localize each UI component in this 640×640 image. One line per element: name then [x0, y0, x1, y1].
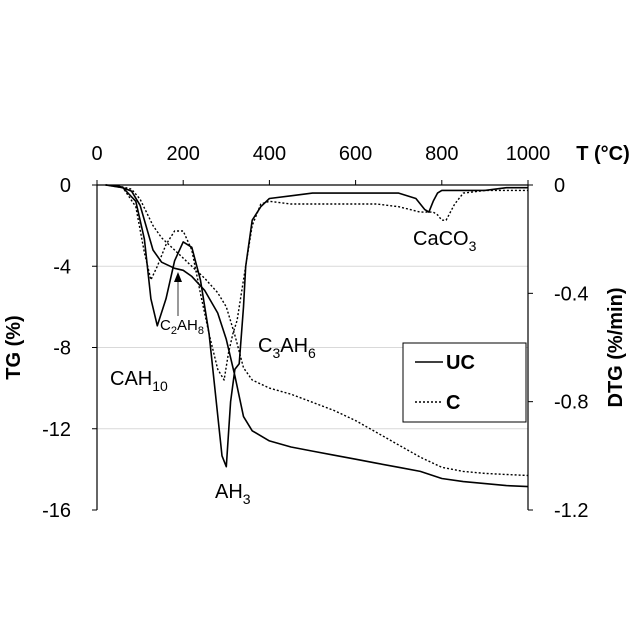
y-right-tick-label-0: 0 — [554, 175, 565, 197]
series-uc-tg-line — [105, 184, 529, 488]
annotation-4-base: CaCO — [413, 228, 469, 250]
x-tick-label-1: 200 — [167, 143, 200, 165]
y-right-tick-label-2: -0.8 — [554, 392, 588, 414]
series-uc-dtg-line — [105, 184, 528, 468]
y-left-axis-title: TG (%) — [3, 315, 25, 379]
annotation-2-base: AH — [215, 481, 243, 503]
x-tick-label-4: 800 — [425, 143, 458, 165]
c2ah8-arrow-head — [174, 272, 182, 282]
annotation-2: AH3 — [215, 481, 251, 507]
annotation-1-base: C — [160, 317, 171, 334]
x-axis-title: T (°C) — [576, 143, 630, 165]
annotation-3-sub: 3 — [272, 345, 280, 361]
annotation-3-base: C — [258, 335, 272, 357]
y-left-tick-label-2: -8 — [53, 338, 71, 360]
y-left-tick-label-0: 0 — [60, 175, 71, 197]
x-tick-label-2: 400 — [253, 143, 286, 165]
y-left-tick-label-3: -12 — [42, 419, 71, 441]
series-c-dtg-line — [105, 184, 528, 381]
legend: UC C — [402, 342, 527, 423]
annotation-0: CAH10 — [110, 368, 168, 394]
x-tick-label-5: 1000 — [506, 143, 551, 165]
annotation-1-sub: 8 — [198, 325, 204, 337]
annotation-4-sub: 3 — [469, 238, 477, 254]
y-right-axis-title: DTG (%/min) — [605, 288, 627, 408]
annotation-1: C2AH8 — [160, 317, 204, 337]
legend-label-c: C — [446, 392, 460, 414]
annotation-4: CaCO3 — [413, 228, 477, 254]
annotation-0-sub: 10 — [152, 378, 168, 394]
annotation-3-sub: 6 — [308, 345, 316, 361]
axis-layer: 0 200 400 600 800 1000 T (°C) 0 -4 -8 -12 -16 TG (%)… — [3, 143, 630, 522]
x-tick-label-3: 600 — [339, 143, 372, 165]
annotation-2-sub: 3 — [243, 491, 251, 507]
y-right-tick-label-1: -0.4 — [554, 283, 588, 305]
legend-label-uc: UC — [446, 352, 475, 374]
series-layer — [105, 184, 529, 488]
legend-box — [402, 342, 527, 423]
y-left-tick-label-4: -16 — [42, 500, 71, 522]
y-right-tick-label-3: -1.2 — [554, 500, 588, 522]
x-tick-label-0: 0 — [91, 143, 102, 165]
series-c-tg-line — [105, 184, 529, 477]
annotation-3: C3AH6 — [258, 335, 316, 361]
annotation-1-sub: 2 — [171, 325, 177, 337]
annotation-3-base: AH — [280, 335, 308, 357]
annotation-1-base: AH — [177, 317, 198, 334]
y-left-tick-label-1: -4 — [53, 256, 71, 278]
annotation-0-base: CAH — [110, 368, 152, 390]
